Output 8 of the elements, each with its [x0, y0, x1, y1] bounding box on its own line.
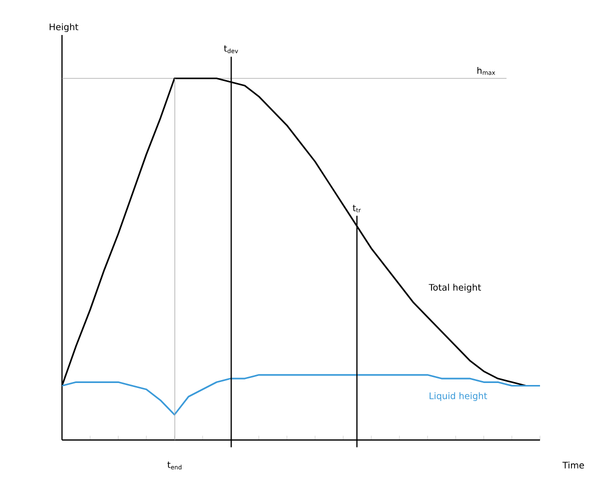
x-axis-title: Time — [562, 462, 584, 469]
ref-line-label: h$_{max}$ — [477, 66, 496, 75]
annotation: t$_{tr}$ — [352, 204, 361, 212]
series-label: Liquid height — [430, 392, 488, 401]
text: Height — [50, 23, 78, 32]
text: Total height — [428, 284, 481, 292]
text: t$_{dev}$ — [224, 45, 238, 54]
text: t$_{end}$ — [167, 462, 182, 470]
